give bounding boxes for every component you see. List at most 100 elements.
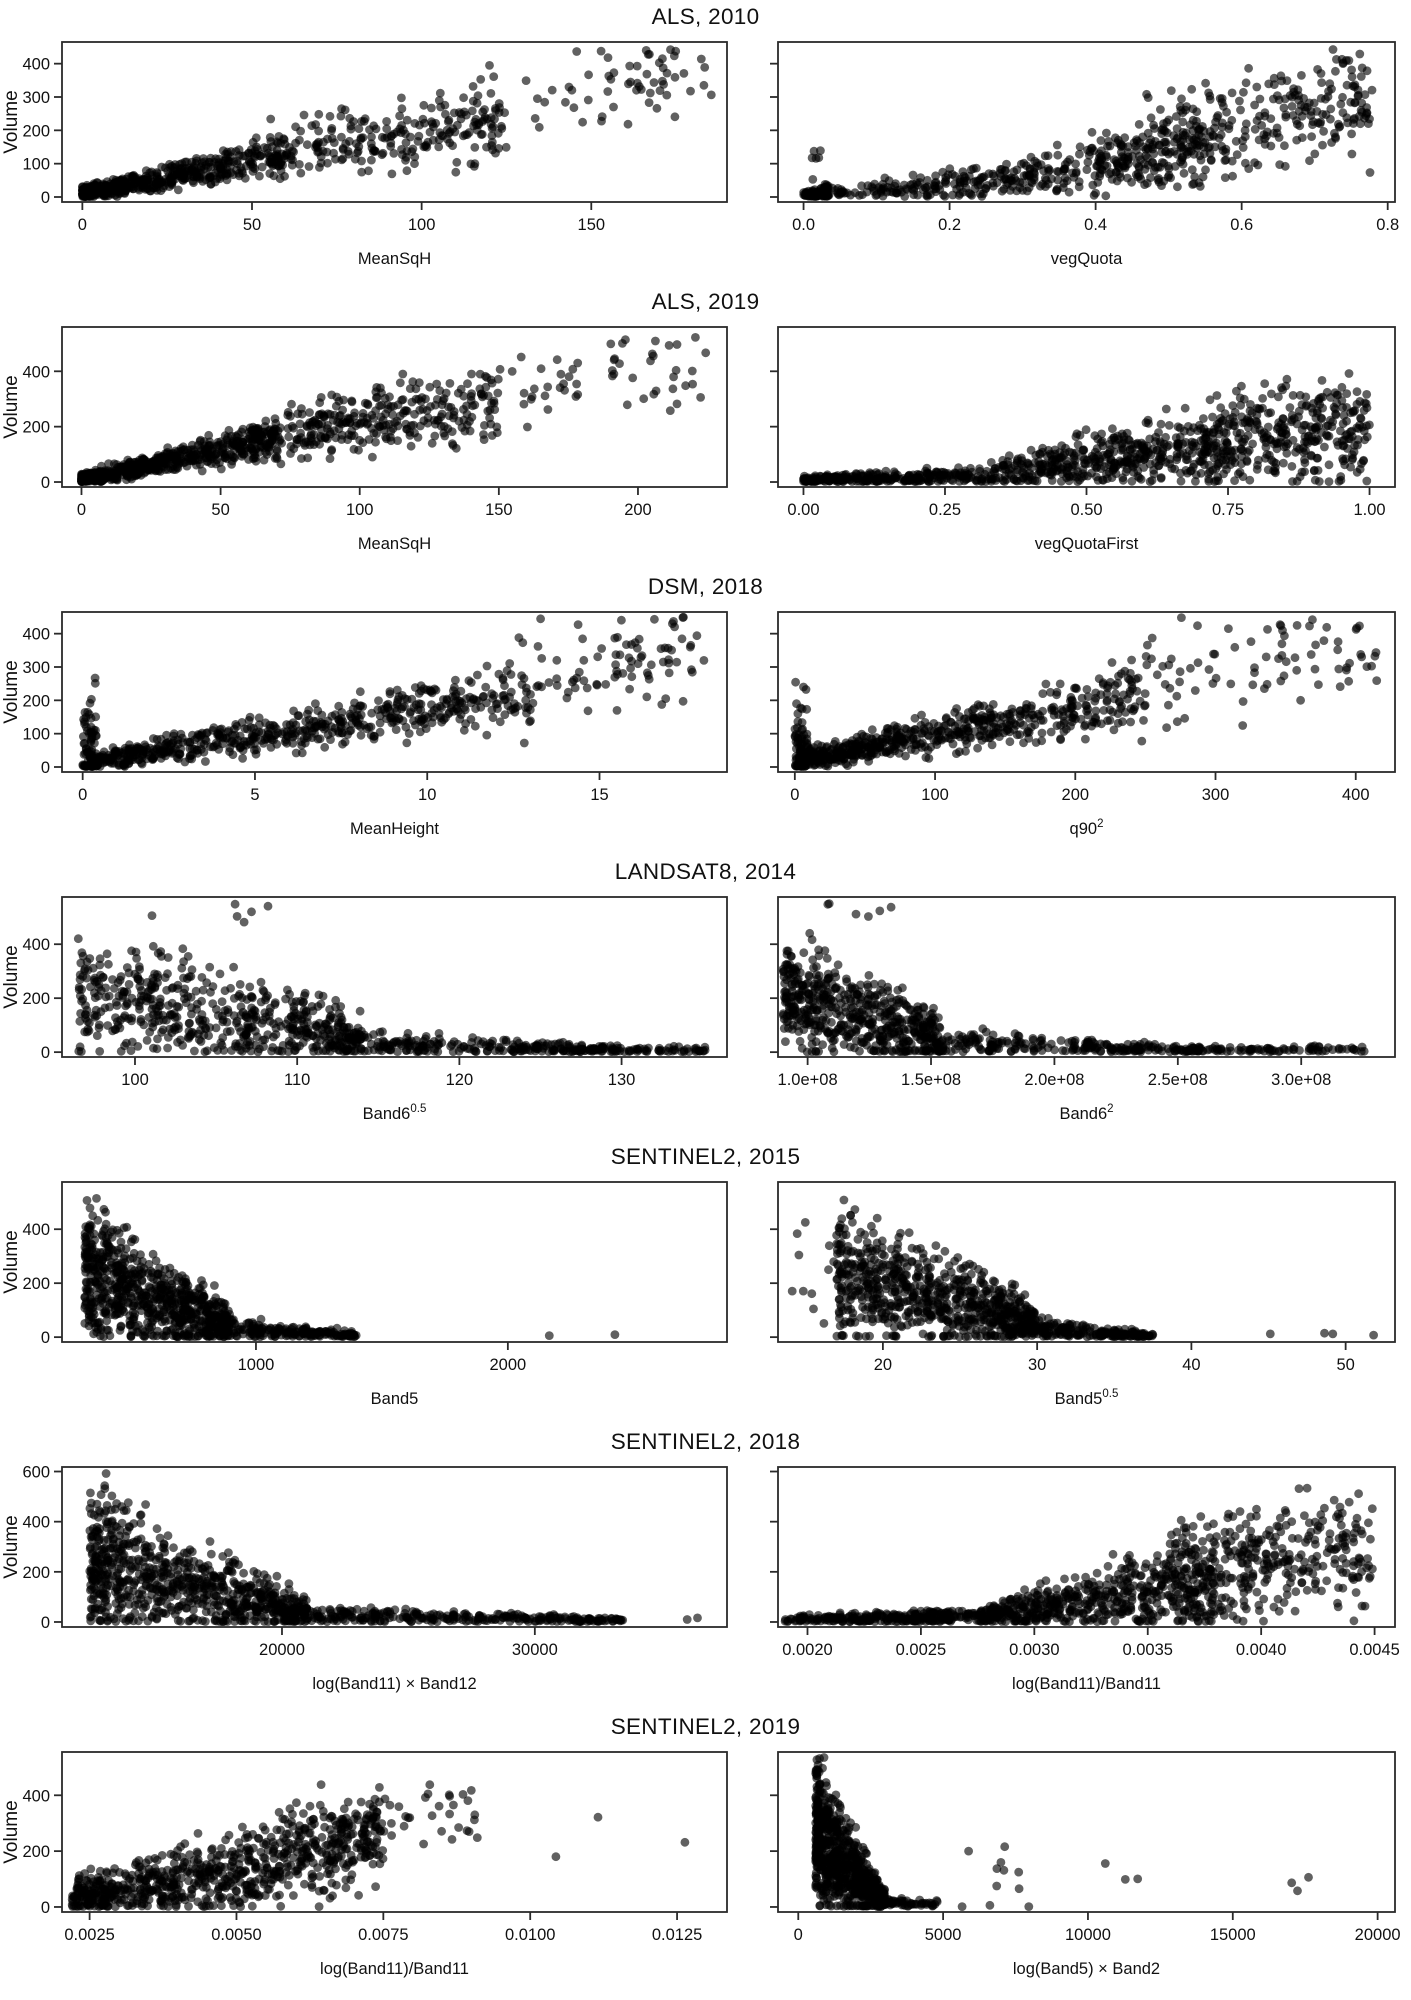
panel-frame	[61, 896, 728, 1058]
row-title-sentinel2-2015: SENTINEL2, 2015	[610, 1144, 801, 1169]
y-tick-label: 0	[41, 759, 50, 777]
x-tick-label: 0.25	[929, 501, 961, 519]
points-layer	[787, 1195, 1378, 1342]
x-tick-label: 0.0025	[64, 1926, 114, 1944]
row-sentinel2-2018: SENTINEL2, 2018 20000 30000 0 200 400 600 log(…	[0, 1425, 1411, 1710]
panel-frame	[777, 1181, 1396, 1343]
x-tick-label: 30000	[512, 1641, 558, 1659]
x-tick-label: 0.0075	[358, 1926, 408, 1944]
scatter-svg: 0.0025 0.0050 0.0075 0.0100 0.0125 0 200 400 log…	[1, 1751, 728, 1978]
row-landsat8-2014: LANDSAT8, 2014 100 110 120 130 0 200 400 Band60…	[0, 855, 1411, 1140]
scatter-panel-als2019-vegquotafirst: 0.00 0.25 0.50 0.75 1.00 vegQuotaFirst	[750, 319, 1411, 570]
x-tick-label: 100	[408, 216, 436, 234]
x-tick-label: 0.50	[1070, 501, 1102, 519]
scatter-panel-s2-2018-logb11xb12: 20000 30000 0 200 400 600 log(Band11) × Band12…	[0, 1459, 750, 1710]
x-tick-label: 150	[578, 216, 606, 234]
x-tick-label: 110	[284, 1071, 310, 1089]
scatter-svg: 0.0020 0.0025 0.0030 0.0035 0.0040 0.0045 log(…	[770, 1466, 1400, 1693]
x-tick-label: 0	[78, 786, 87, 804]
x-tick-label: 300	[1202, 786, 1230, 804]
x-tick-label: 2.0e+08	[1024, 1071, 1084, 1089]
x-axis-label: Band62	[1059, 1103, 1113, 1123]
row-title-dsm-2018: DSM, 2018	[647, 574, 764, 599]
panel-frame	[777, 1751, 1396, 1913]
x-tick-label: 0.4	[1084, 216, 1107, 234]
y-axis-label: Volume	[1, 1800, 22, 1863]
panel-frame	[777, 611, 1396, 773]
x-tick-label: 10	[418, 786, 436, 804]
x-tick-label: 40	[1182, 1356, 1200, 1374]
row-sentinel2-2019: SENTINEL2, 2019 0.0025 0.0050 0.0075 0.0100…	[0, 1710, 1411, 1995]
x-axis-label: Band60.5	[363, 1103, 427, 1123]
x-tick-label: 0.0045	[1349, 1641, 1399, 1659]
y-axis-label: Volume	[1, 660, 22, 723]
scatter-panel-s2-2019-logb11divb11: 0.0025 0.0050 0.0075 0.0100 0.0125 0 200 400 log…	[0, 1744, 750, 1995]
points-layer	[77, 333, 711, 487]
x-tick-label: 120	[446, 1071, 474, 1089]
x-tick-label: 0	[794, 1926, 803, 1944]
x-axis-label: MeanSqH	[358, 535, 431, 553]
y-axis-label: Volume	[1, 1230, 22, 1293]
x-tick-label: 0.0035	[1123, 1641, 1173, 1659]
y-tick-label: 0	[41, 1614, 50, 1632]
points-layer	[78, 45, 716, 202]
x-tick-label: 20000	[259, 1641, 305, 1659]
scatter-panel-landsat8-band6sq: 1.0e+08 1.5e+08 2.0e+08 2.5e+08 3.0e+08 Band6…	[750, 889, 1411, 1140]
y-tick-label: 400	[22, 1221, 50, 1239]
scatter-panel-als2010-vegquota: 0.0 0.2 0.4 0.6 0.8 vegQuota	[750, 34, 1411, 285]
scatter-svg: 0 50 100 150 200 0 200 400 MeanSqH Volume	[1, 326, 728, 553]
points-layer	[780, 1483, 1377, 1627]
x-tick-label: 10000	[1065, 1926, 1111, 1944]
x-tick-label: 1.5e+08	[901, 1071, 961, 1089]
points-layer	[80, 1194, 620, 1342]
x-tick-label: 3.0e+08	[1271, 1071, 1331, 1089]
points-layer	[799, 369, 1374, 487]
scatter-svg: 1000 2000 0 200 400 Band5 Volume	[1, 1181, 728, 1408]
y-axis-label: Volume	[1, 90, 22, 153]
panel-frame	[61, 326, 728, 488]
x-tick-label: 200	[1062, 786, 1090, 804]
x-tick-label: 20000	[1355, 1926, 1401, 1944]
x-tick-label: 0.0050	[211, 1926, 261, 1944]
row-title-sentinel2-2018: SENTINEL2, 2018	[610, 1429, 801, 1454]
y-tick-label: 0	[41, 474, 50, 492]
y-axis-label: Volume	[1, 945, 22, 1008]
x-tick-label: 0.0025	[896, 1641, 946, 1659]
x-tick-label: 0.0100	[505, 1926, 555, 1944]
x-axis-label: log(Band5) × Band2	[1013, 1960, 1160, 1978]
scatter-panel-s2-2015-band5sqrt: 20 30 40 50 Band50.5	[750, 1174, 1411, 1425]
x-tick-label: 0.6	[1230, 216, 1253, 234]
scatter-panel-dsm2018-meanheight: 0 5 10 15 0 100 200 300 400 MeanHeight Volume	[0, 604, 750, 855]
x-tick-label: 200	[624, 501, 652, 519]
y-tick-label: 400	[22, 1514, 50, 1532]
y-tick-label: 200	[22, 419, 50, 437]
x-tick-label: 5	[250, 786, 259, 804]
scatter-panel-s2-2015-band5: 1000 2000 0 200 400 Band5 Volume	[0, 1174, 750, 1425]
x-axis-label: MeanHeight	[350, 820, 439, 838]
x-tick-label: 100	[121, 1071, 149, 1089]
row-title-als-2019: ALS, 2019	[651, 289, 760, 314]
x-tick-label: 130	[608, 1071, 636, 1089]
y-tick-label: 400	[22, 626, 50, 644]
x-tick-label: 2000	[489, 1356, 526, 1374]
x-tick-label: 0.0030	[1009, 1641, 1059, 1659]
scatter-panel-als2010-meansqh: 0 50 100 150 0 100 200 300 400 MeanSqH Volume	[0, 34, 750, 285]
y-tick-label: 200	[22, 692, 50, 710]
y-tick-label: 300	[22, 659, 50, 677]
scatter-panel-landsat8-band6sqrt: 100 110 120 130 0 200 400 Band60.5 Volume	[0, 889, 750, 1140]
scatter-panel-als2019-meansqh: 0 50 100 150 200 0 200 400 MeanSqH Volume	[0, 319, 750, 570]
points-layer	[73, 899, 710, 1057]
y-axis-label: Volume	[1, 1515, 22, 1578]
x-tick-label: 50	[1336, 1356, 1354, 1374]
x-axis-label: log(Band11)/Band11	[1012, 1675, 1161, 1693]
x-axis-label: log(Band11)/Band11	[320, 1960, 469, 1978]
panel-frame	[61, 41, 728, 203]
x-tick-label: 400	[1342, 786, 1370, 804]
scatter-svg: 20 30 40 50 Band50.5	[770, 1181, 1396, 1408]
y-tick-label: 200	[22, 122, 50, 140]
scatter-panel-s2-2018-logb11divb11: 0.0020 0.0025 0.0030 0.0035 0.0040 0.0045 log(…	[750, 1459, 1411, 1710]
points-layer	[799, 45, 1377, 202]
y-tick-label: 400	[22, 363, 50, 381]
x-axis-label: Band50.5	[1055, 1388, 1119, 1408]
